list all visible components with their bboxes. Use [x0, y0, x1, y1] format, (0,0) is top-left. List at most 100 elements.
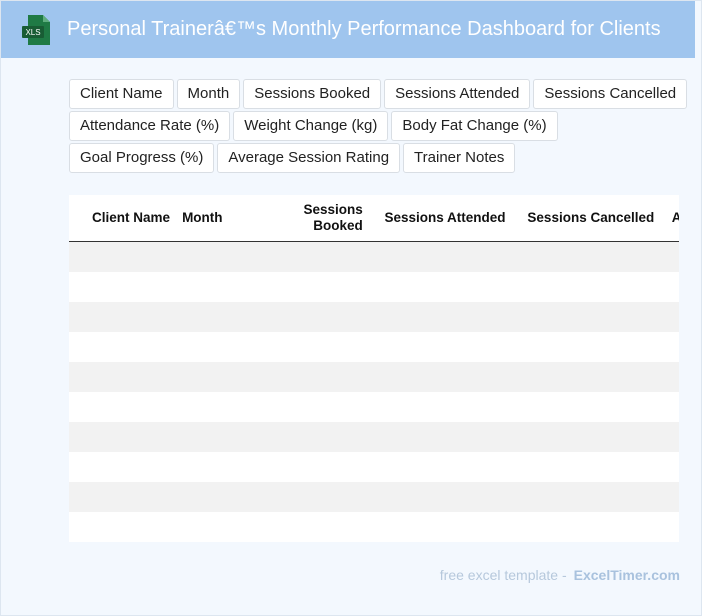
table-row	[69, 512, 679, 542]
table-cell	[512, 512, 661, 542]
footer-text: free excel template -	[439, 567, 567, 583]
table-cell	[511, 241, 661, 272]
table-cell	[252, 422, 369, 452]
table-cell	[660, 512, 679, 542]
table-cell	[69, 362, 177, 392]
table-cell	[368, 302, 512, 332]
field-chip[interactable]: Goal Progress (%)	[69, 143, 215, 173]
table-cell	[369, 272, 512, 302]
title: Personal Trainerâ€™s Monthly Performance…	[67, 18, 661, 40]
table-row	[69, 332, 679, 362]
table-cell	[176, 332, 252, 362]
table-cell	[176, 482, 253, 512]
table-cell	[368, 241, 512, 272]
table-cell	[69, 452, 176, 482]
table-cell	[512, 272, 661, 302]
table-cell	[176, 422, 253, 452]
footer: free excel template - ExcelTimer.com	[440, 567, 680, 583]
table-row	[69, 392, 679, 422]
table-row	[69, 241, 679, 272]
column-header: Client Name	[69, 195, 177, 242]
field-chip[interactable]: Month	[176, 79, 241, 109]
field-chip[interactable]: Sessions Cancelled	[533, 79, 688, 109]
table-cell	[176, 512, 252, 542]
table-cell	[176, 302, 253, 332]
table-cell	[660, 302, 679, 332]
table-cell	[252, 332, 369, 362]
table-cell	[252, 452, 369, 482]
table-cell	[660, 482, 679, 512]
table-cell	[176, 272, 252, 302]
table-cell	[69, 302, 177, 332]
table-cell	[511, 302, 661, 332]
table-cell	[252, 302, 369, 332]
table-cell	[368, 482, 512, 512]
table-cell	[69, 241, 177, 272]
table-container: Client Name Month Sessions Booked Sessions …	[69, 195, 679, 542]
field-chip[interactable]: Attendance Rate (%)	[69, 111, 231, 141]
field-chip[interactable]: Average Session Rating	[217, 143, 401, 173]
column-header: Sessions Cancelled	[511, 195, 661, 242]
column-header: Sessions Attended	[368, 195, 512, 242]
table-cell	[660, 272, 679, 302]
table-header: Client Name Month Sessions Booked Sessions …	[69, 195, 679, 242]
field-chip[interactable]: Sessions Attended	[384, 79, 531, 109]
column-header: Attendance Rate (%)	[660, 195, 679, 242]
field-chip[interactable]: Client Name	[69, 79, 174, 109]
table-cell	[660, 452, 679, 482]
table-cell	[512, 452, 661, 482]
field-chips: Client Name Month Sessions Booked Sessions …	[69, 79, 694, 173]
table-cell	[252, 392, 369, 422]
table-row	[69, 272, 679, 302]
column-header: Month	[176, 195, 253, 242]
table-cell	[660, 332, 679, 362]
table-row	[69, 302, 679, 332]
table-cell	[660, 241, 679, 272]
table-cell	[368, 422, 512, 452]
table-cell	[369, 332, 512, 362]
table-body	[69, 241, 679, 543]
table-row	[69, 362, 679, 392]
table-row	[69, 422, 679, 452]
table-row	[69, 482, 679, 512]
table-cell	[660, 392, 679, 422]
field-chip[interactable]: Trainer Notes	[403, 143, 516, 173]
header: XLS Personal Trainerâ€™s Monthly Perform…	[1, 1, 695, 58]
table-cell	[512, 392, 661, 422]
table-cell	[176, 392, 252, 422]
table-cell	[176, 362, 253, 392]
field-chip[interactable]: Body Fat Change (%)	[391, 111, 558, 141]
table-cell	[69, 272, 176, 302]
table-cell	[368, 362, 512, 392]
data-table: Client Name Month Sessions Booked Sessions …	[69, 195, 679, 542]
table-cell	[69, 392, 176, 422]
table-cell	[512, 332, 661, 362]
table-cell	[252, 241, 369, 272]
table-cell	[252, 482, 369, 512]
table-cell	[660, 422, 679, 452]
field-chip[interactable]: Sessions Booked	[243, 79, 382, 109]
table-row	[69, 452, 679, 482]
table-cell	[511, 422, 661, 452]
icon-label: XLS	[25, 28, 40, 37]
table-cell	[176, 452, 252, 482]
column-header: Sessions Booked	[252, 195, 369, 242]
table-cell	[660, 362, 679, 392]
table-cell	[69, 482, 177, 512]
table-cell	[369, 452, 512, 482]
table-cell	[69, 332, 176, 362]
table-cell	[511, 482, 661, 512]
table-cell	[69, 422, 177, 452]
table-cell	[369, 512, 512, 542]
table-cell	[511, 362, 661, 392]
table-cell	[252, 512, 369, 542]
footer-link[interactable]: ExcelTimer.com	[573, 567, 680, 583]
table-cell	[176, 241, 253, 272]
xls-icon: XLS	[22, 15, 50, 45]
table-cell	[369, 392, 512, 422]
table-cell	[69, 512, 176, 542]
table-cell	[252, 272, 369, 302]
field-chip[interactable]: Weight Change (kg)	[233, 111, 389, 141]
